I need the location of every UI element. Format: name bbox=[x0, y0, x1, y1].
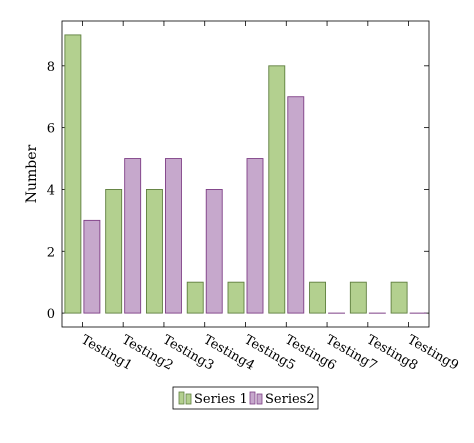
y-tick-label: 8 bbox=[47, 60, 55, 75]
bar-series2 bbox=[164, 158, 182, 314]
y-tick-label: 6 bbox=[47, 122, 55, 137]
bar-series1 bbox=[268, 65, 286, 314]
bar-series1 bbox=[186, 281, 204, 314]
y-tick-label: 4 bbox=[47, 183, 55, 198]
bar-series2 bbox=[83, 219, 101, 314]
legend: Series 1 Series2 bbox=[172, 386, 319, 410]
legend-label: Series 1 bbox=[194, 392, 248, 407]
bar-series2 bbox=[287, 96, 305, 314]
bar-series2 bbox=[246, 158, 264, 314]
legend-label: Series2 bbox=[265, 392, 315, 407]
y-tick-label: 0 bbox=[47, 307, 55, 322]
bar-series2 bbox=[205, 189, 223, 314]
bar-series1 bbox=[145, 189, 163, 314]
bars bbox=[64, 34, 427, 314]
legend-swatch bbox=[185, 393, 192, 405]
bar-series1 bbox=[349, 281, 367, 314]
legend-swatch bbox=[256, 393, 263, 405]
bar-series1 bbox=[227, 281, 245, 314]
y-tick-label: 2 bbox=[47, 245, 55, 260]
y-axis-title: Number bbox=[24, 144, 40, 203]
legend-swatch bbox=[249, 391, 256, 405]
bar-series1 bbox=[64, 34, 82, 314]
bar-series1 bbox=[309, 281, 327, 314]
bar-series1 bbox=[390, 281, 408, 314]
bar-series2 bbox=[124, 158, 142, 314]
legend-swatch bbox=[178, 391, 185, 405]
legend-box bbox=[172, 386, 319, 410]
bar-series1 bbox=[105, 189, 123, 314]
